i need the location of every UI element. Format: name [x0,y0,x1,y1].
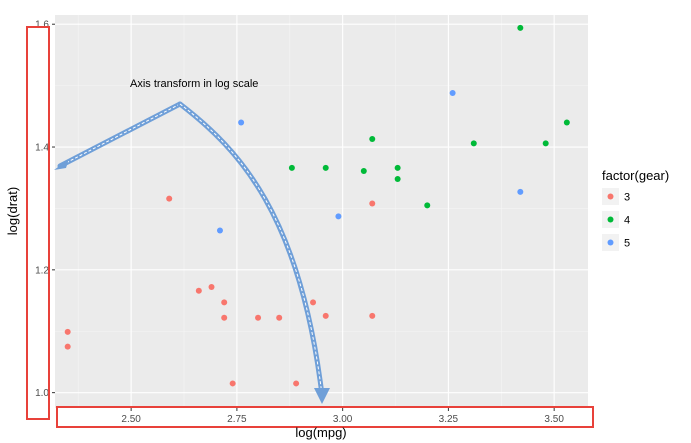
data-points [64,24,570,387]
point-gear-4 [542,140,549,147]
legend: 3 4 5 [602,188,630,251]
point-gear-3 [64,343,71,350]
point-gear-5 [335,213,342,220]
point-gear-3 [166,195,173,202]
point-gear-3 [369,200,376,207]
arrow-to-x-axis-dash [179,103,323,396]
arrow-to-y-axis-dash [59,103,181,167]
point-gear-4 [470,140,477,147]
point-gear-3 [64,328,71,335]
point-gear-5 [216,227,223,234]
point-gear-3 [195,287,202,294]
legend-label-4: 4 [624,215,630,227]
point-gear-4 [360,167,367,174]
x-tick-label: 3.50 [544,414,564,425]
point-gear-3 [221,299,228,306]
x-axis-ticks: 2.50 2.75 3.00 3.25 3.50 [121,408,564,425]
arrowhead-x [314,388,330,404]
point-gear-3 [276,314,283,321]
legend-symbol-4 [607,216,614,223]
x-tick-label: 2.50 [121,414,141,425]
legend-symbol-3 [607,193,614,200]
point-gear-3 [310,299,317,306]
y-tick-label: 1.2 [35,265,49,276]
point-gear-4 [322,164,329,171]
minor-gridlines [55,15,588,408]
y-axis-title: log(drat) [5,187,20,235]
point-gear-3 [255,314,262,321]
arrowhead-y [54,159,69,170]
legend-title: factor(gear) [602,168,669,183]
y-tick-label: 1.4 [35,143,49,154]
plot-panel [55,15,588,408]
point-gear-4 [394,164,401,171]
point-gear-5 [238,119,245,126]
x-axis-highlight-box [56,406,594,428]
point-gear-4 [517,24,524,31]
point-gear-3 [208,284,215,291]
point-gear-3 [229,380,236,387]
point-gear-3 [369,312,376,319]
x-tick-label: 3.00 [333,414,353,425]
point-gear-3 [221,314,228,321]
point-gear-5 [517,188,524,195]
y-axis-ticks: 1.0 1.2 1.4 1.6 [35,20,55,399]
point-gear-4 [394,175,401,182]
x-tick-label: 2.75 [227,414,247,425]
legend-label-5: 5 [624,238,630,250]
legend-symbol-5 [607,239,614,246]
annotation-text: Axis transform in log scale [130,78,258,90]
annotation-arrows [54,101,330,404]
x-axis-title: log(mpg) [295,425,346,440]
point-gear-3 [293,380,300,387]
y-tick-label: 1.6 [35,20,49,31]
legend-label-3: 3 [624,192,630,204]
y-axis-highlight-box [26,26,50,420]
point-gear-3 [322,312,329,319]
point-gear-4 [369,136,376,143]
point-gear-4 [563,119,570,126]
point-gear-4 [288,164,295,171]
y-tick-label: 1.0 [35,388,49,399]
x-tick-label: 3.25 [439,414,459,425]
point-gear-5 [449,89,456,96]
point-gear-4 [424,202,431,209]
